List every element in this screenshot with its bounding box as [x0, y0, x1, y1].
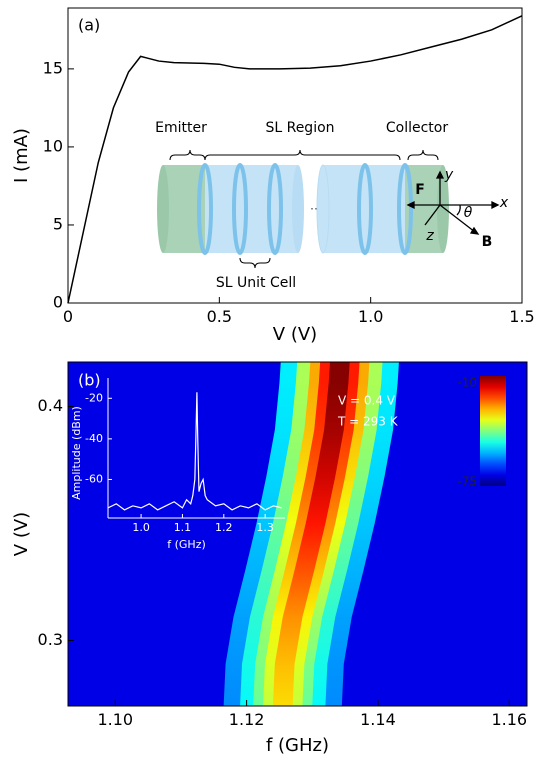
annotation: V = 0.4 V [338, 394, 396, 408]
y-tick-label: 0.4 [38, 396, 63, 415]
y-tick-label: 0 [53, 293, 63, 312]
arrowhead [435, 170, 445, 179]
inset-label: SL Unit Cell [216, 275, 296, 291]
colorbar-tick-label: -10 [457, 376, 477, 390]
inset-label: B [482, 234, 493, 250]
x-tick-label: 0.5 [207, 307, 232, 326]
panel-label: (a) [78, 16, 100, 35]
sl-block [323, 165, 407, 253]
y-tick-label: -20 [85, 391, 103, 404]
plot-frame [67, 361, 528, 707]
sl-end [316, 164, 330, 254]
sl-end [292, 165, 304, 253]
brace [239, 257, 271, 269]
inset-label: Collector [386, 120, 448, 136]
device-schematic: ⋯ Emitter SL Region Collector SL Unit Ce… [155, 120, 509, 291]
data-line [107, 392, 282, 511]
inset-label: Emitter [155, 120, 207, 136]
coordinate-axes [406, 170, 500, 235]
x-tick-label: 1.0 [358, 307, 383, 326]
x-tick-label: 1.12 [229, 710, 265, 729]
sl-stripe [397, 163, 413, 255]
x-tick-label: 1.1 [174, 521, 192, 534]
x-axis-title: V (V) [273, 324, 317, 345]
inset-label: z [425, 228, 434, 244]
ridge-band [272, 362, 350, 706]
y-tick-label: 5 [53, 214, 63, 233]
b-arrow [439, 204, 476, 233]
sl-stripe [267, 163, 283, 255]
inset-label: θ [464, 205, 473, 221]
z-arrow [424, 204, 441, 226]
sl-stripe [197, 163, 213, 255]
x-tick-label: 1.0 [132, 521, 150, 534]
plot-frame [67, 7, 523, 304]
x-axis-title: f (GHz) [167, 538, 206, 551]
y-tick-label: 15 [43, 58, 63, 77]
colorbar-tick-label: -75 [457, 475, 477, 489]
x-tick-label: 1.10 [97, 710, 133, 729]
y-tick-label: 0.3 [38, 630, 63, 649]
arrowhead [491, 200, 500, 210]
sl-stripe [357, 163, 373, 255]
y-axis-title: I (mA) [11, 128, 32, 183]
x-tick-label: 1.14 [360, 710, 396, 729]
panel-label: (b) [78, 371, 101, 390]
inset-label: SL Region [265, 120, 334, 136]
y-tick-label: -60 [85, 472, 103, 485]
x-tick-label: 1.3 [256, 521, 274, 534]
sl-stripe [232, 163, 248, 255]
x-tick-label: 0 [63, 307, 73, 326]
emitter-end [157, 165, 169, 253]
y-axis-title: Amplitude (dBm) [70, 406, 83, 500]
brace [407, 149, 439, 161]
inset-label: y [444, 167, 454, 183]
x-tick-label: 1.16 [491, 710, 527, 729]
annotation: T = 293 K [337, 415, 399, 429]
y-tick-label: 10 [43, 136, 63, 155]
data-line [67, 15, 523, 304]
arrowhead [469, 226, 480, 235]
x-axis-title: f (GHz) [266, 735, 329, 756]
inset-label: x [499, 195, 509, 211]
colorbar [480, 376, 506, 486]
sl-block [205, 165, 298, 253]
arrowhead [406, 200, 415, 210]
inset-label: F [415, 182, 425, 198]
x-tick-label: 1.2 [215, 521, 233, 534]
brace [204, 149, 401, 161]
x-tick-label: 1.5 [509, 307, 534, 326]
y-tick-label: -40 [85, 432, 103, 445]
angle-arc [456, 204, 461, 216]
y-axis-title: V (V) [11, 512, 32, 556]
brace [169, 149, 206, 161]
